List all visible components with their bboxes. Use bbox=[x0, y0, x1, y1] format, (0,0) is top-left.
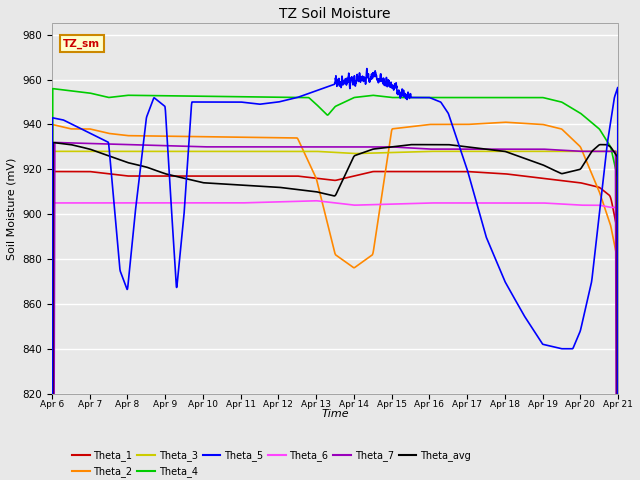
Text: TZ_sm: TZ_sm bbox=[63, 38, 100, 48]
Y-axis label: Soil Moisture (mV): Soil Moisture (mV) bbox=[7, 157, 17, 260]
X-axis label: Time: Time bbox=[321, 409, 349, 419]
Title: TZ Soil Moisture: TZ Soil Moisture bbox=[279, 7, 391, 21]
Legend: Theta_1, Theta_2, Theta_3, Theta_4, Theta_5, Theta_6, Theta_7, Theta_avg: Theta_1, Theta_2, Theta_3, Theta_4, Thet… bbox=[68, 446, 475, 480]
